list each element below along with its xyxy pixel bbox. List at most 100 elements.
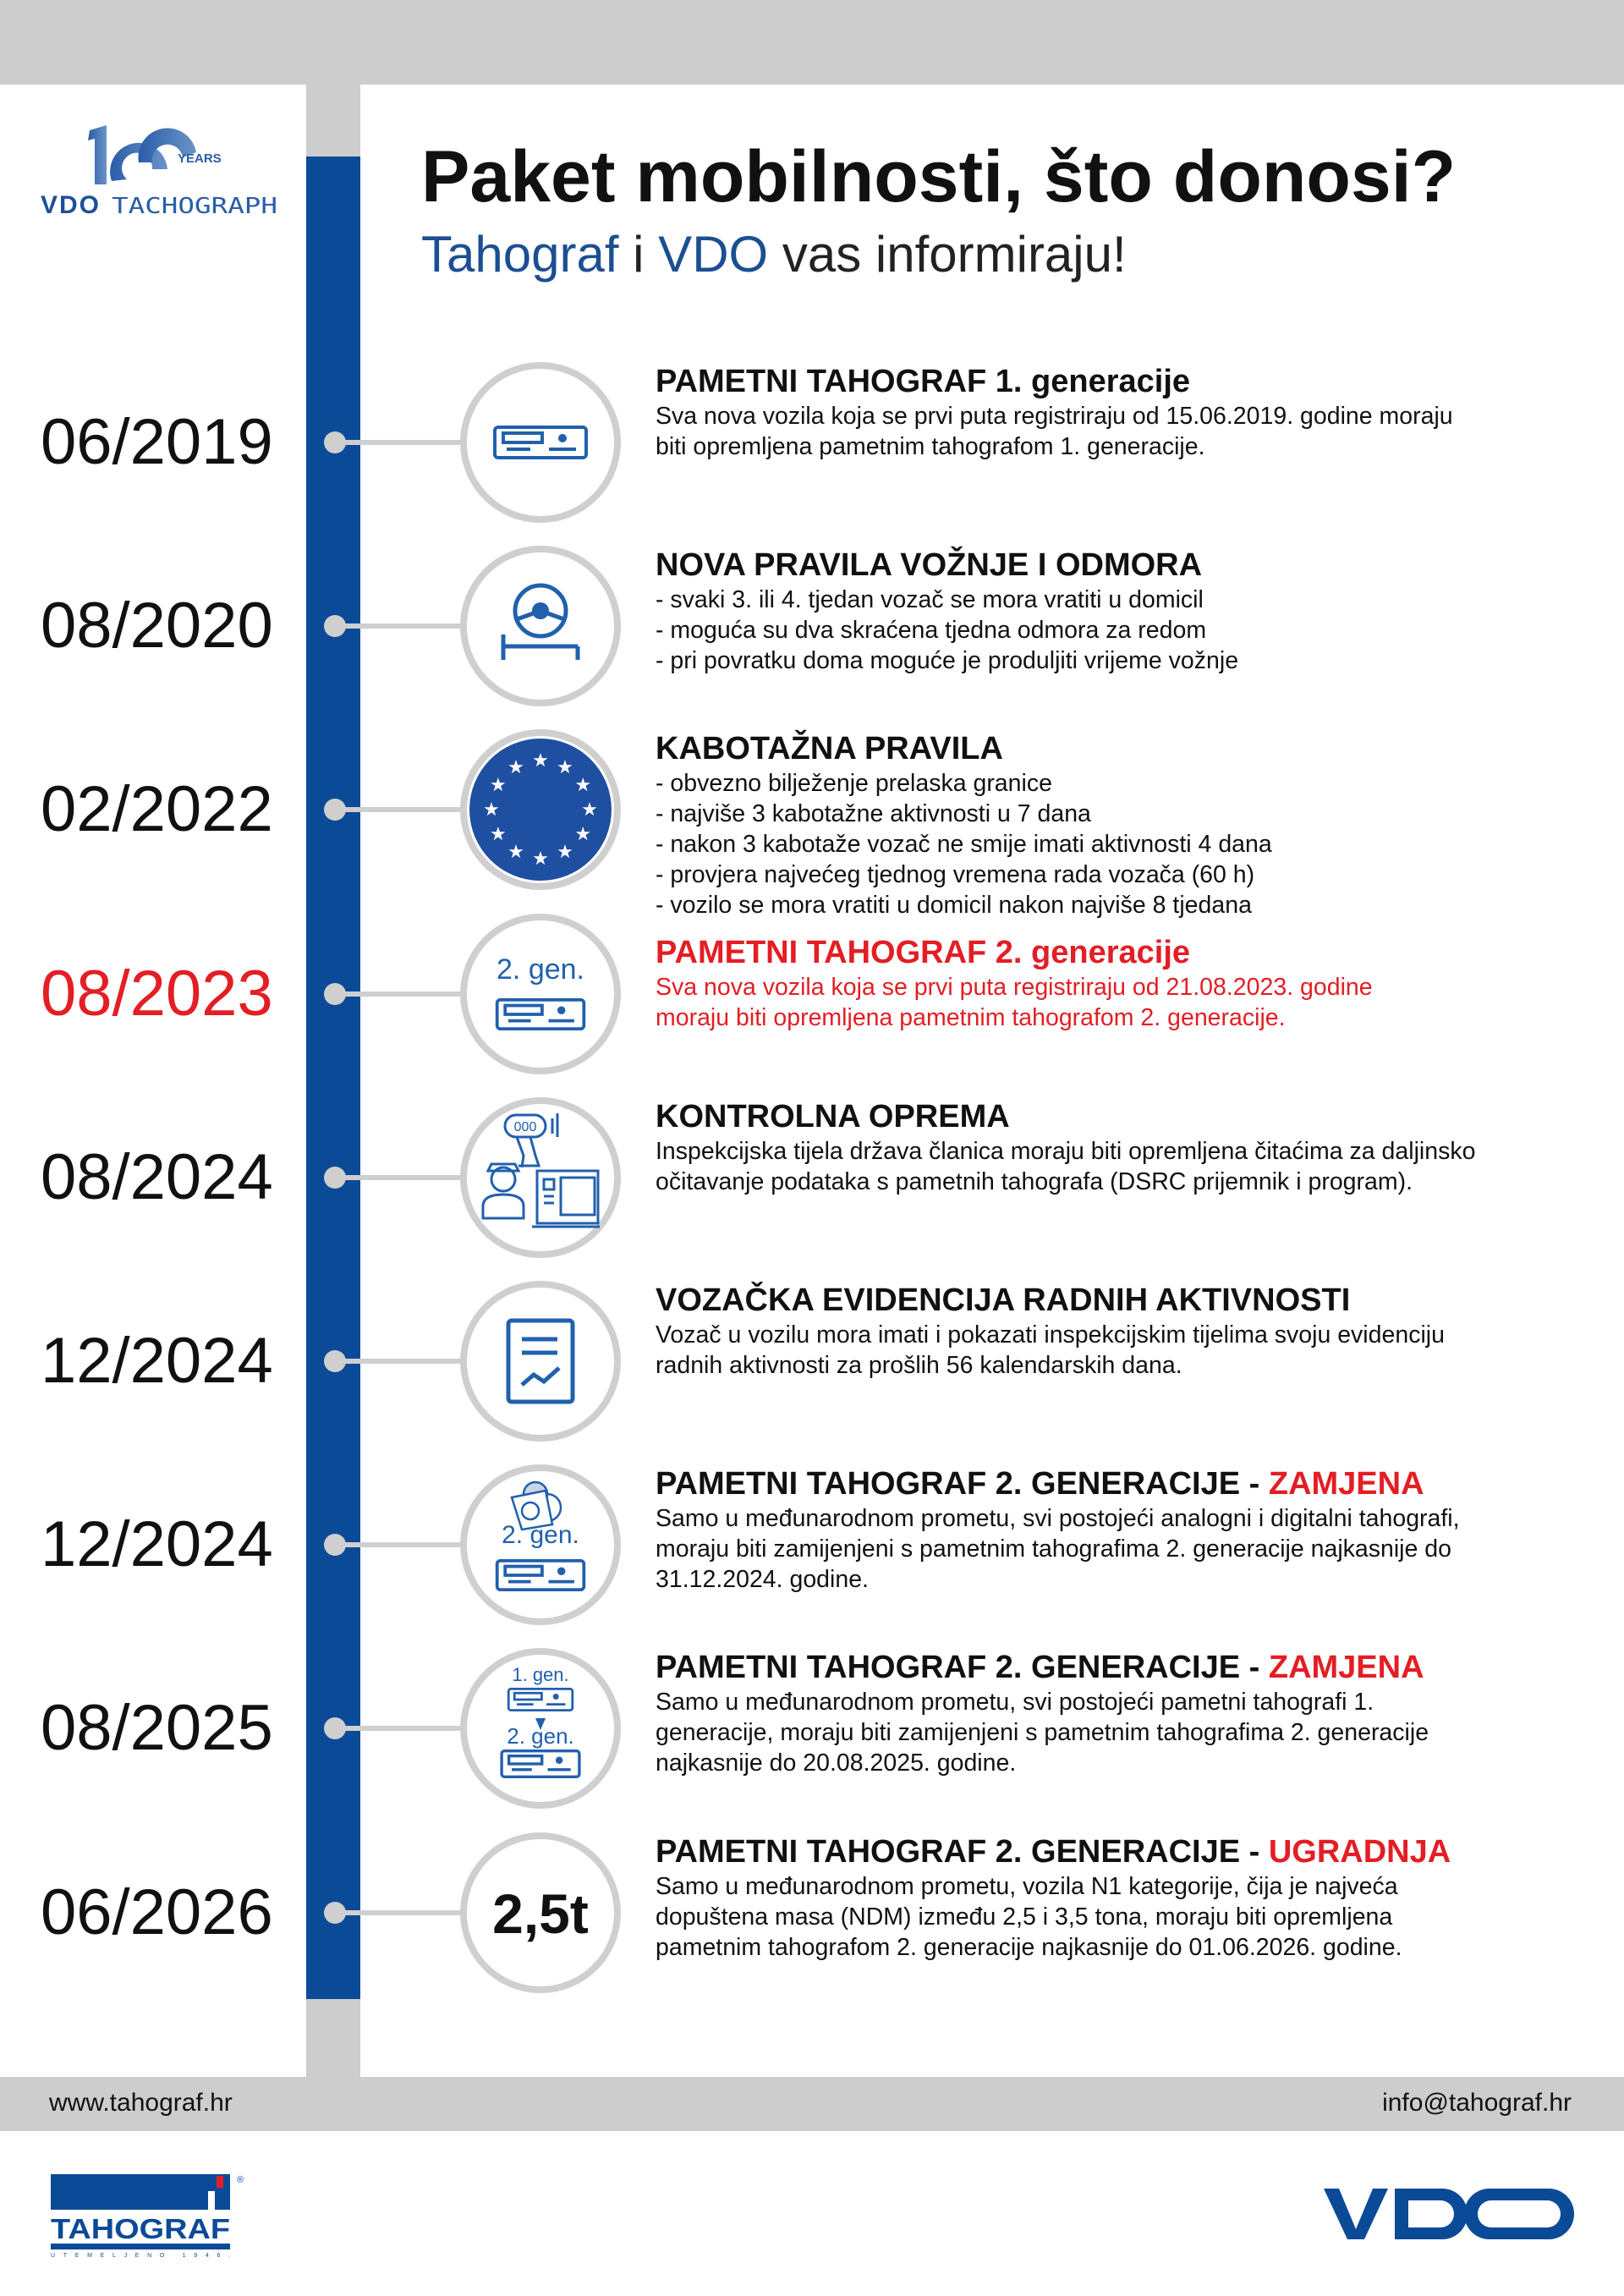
description-line: radnih aktivnosti za prošlih 56 kalendar… bbox=[656, 1352, 1182, 1379]
heading-text: VOZAČKA EVIDENCIJA RADNIH AKTIVNOSTI bbox=[656, 1283, 1351, 1318]
description-line: Samo u međunarodnom prometu, svi postoje… bbox=[656, 1505, 1460, 1533]
svg-text:®: ® bbox=[237, 2175, 244, 2185]
heading-text: KONTROLNA OPREMA bbox=[656, 1098, 1010, 1134]
description-line: Sva nova vozila koja se prvi puta regist… bbox=[656, 403, 1453, 430]
svg-text:2. gen.: 2. gen. bbox=[507, 1723, 574, 1749]
svg-text:★: ★ bbox=[574, 824, 591, 845]
timeline-date: 02/2022 bbox=[41, 773, 273, 846]
connector-line bbox=[335, 1174, 464, 1180]
timeline-text: VOZAČKA EVIDENCIJA RADNIH AKTIVNOSTI Voz… bbox=[656, 1281, 1611, 1381]
timeline-description: Inspekcijska tijela država članica moraj… bbox=[656, 1136, 1611, 1197]
timeline-date: 12/2024 bbox=[41, 1508, 273, 1581]
heading-suffix: ZAMJENA bbox=[1268, 1650, 1424, 1686]
top-band bbox=[0, 0, 1624, 85]
timeline-heading: KONTROLNA OPREMA bbox=[656, 1097, 1611, 1136]
timeline-heading: PAMETNI TAHOGRAF 2. GENERACIJE - ZAMJENA bbox=[656, 1648, 1611, 1687]
timeline-dot bbox=[324, 1534, 346, 1557]
timeline-text: PAMETNI TAHOGRAF 1. generacije Sva nova … bbox=[656, 362, 1611, 462]
description-line: - pri povratku doma moguće je produljiti… bbox=[656, 647, 1239, 675]
connector-line bbox=[335, 1726, 464, 1732]
description-line: Vozač u vozilu mora imati i pokazati ins… bbox=[656, 1321, 1445, 1348]
svg-text:UTEMELJENO 1946.: UTEMELJENO 1946. bbox=[51, 2253, 230, 2257]
svg-text:★: ★ bbox=[508, 757, 524, 778]
page-subtitle: Tahograf i VDO vas informiraju! bbox=[421, 225, 1127, 283]
svg-text:★: ★ bbox=[532, 849, 549, 870]
subtitle-tahograf: Tahograf bbox=[421, 226, 619, 283]
heading-suffix: ZAMJENA bbox=[1268, 1466, 1424, 1502]
tachograph-2gen-icon: 2. gen. bbox=[459, 913, 622, 1075]
description-line: - moguća su dva skraćena tjedna odmora z… bbox=[656, 617, 1207, 645]
description-line: generacije, moraju biti zamijenjeni s pa… bbox=[656, 1719, 1429, 1747]
control-equipment-icon: 000 bbox=[459, 1096, 622, 1259]
svg-text:★: ★ bbox=[490, 775, 507, 796]
timeline-text: PAMETNI TAHOGRAF 2. GENERACIJE - ZAMJENA… bbox=[656, 1464, 1611, 1595]
svg-text:★: ★ bbox=[574, 775, 591, 796]
svg-text:VDO: VDO bbox=[41, 191, 101, 219]
description-line: dopuštena masa (NDM) između 2,5 i 3,5 to… bbox=[656, 1903, 1393, 1931]
timeline-heading: NOVA PRAVILA VOŽNJE I ODMORA bbox=[656, 546, 1611, 585]
svg-text:★: ★ bbox=[557, 757, 573, 778]
heading-text: KABOTAŽNA PRAVILA bbox=[656, 731, 1003, 767]
connector-line bbox=[335, 807, 464, 813]
description-line: - najviše 3 kabotažne aktivnosti u 7 dan… bbox=[656, 800, 1091, 828]
svg-text:2,5t: 2,5t bbox=[492, 1882, 589, 1945]
description-line: očitavanje podataka s pametnih tahografa… bbox=[656, 1167, 1413, 1195]
timeline-description: Samo u međunarodnom prometu, svi postoje… bbox=[656, 1503, 1611, 1595]
timeline-dot bbox=[324, 431, 346, 453]
connector-line bbox=[335, 1909, 464, 1915]
tahograf-logo: ® TAHOGRAF UTEMELJENO 1946. bbox=[51, 2172, 254, 2259]
timeline-heading: PAMETNI TAHOGRAF 2. GENERACIJE - ZAMJENA bbox=[656, 1464, 1611, 1503]
timeline-description: Samo u međunarodnom prometu, vozila N1 k… bbox=[656, 1871, 1611, 1963]
steering-wheel-bed-icon bbox=[459, 545, 622, 707]
vdo-logo bbox=[1324, 2187, 1577, 2241]
timeline-description: - svaki 3. ili 4. tjedan vozač se mora v… bbox=[656, 585, 1611, 676]
svg-text:★: ★ bbox=[490, 824, 507, 845]
timeline-dot bbox=[324, 1901, 346, 1924]
svg-text:TACHOGRAPH: TACHOGRAPH bbox=[112, 194, 277, 219]
timeline-heading: PAMETNI TAHOGRAF 2. GENERACIJE - UGRADNJ… bbox=[656, 1832, 1611, 1871]
description-line: Samo u međunarodnom prometu, svi postoje… bbox=[656, 1689, 1374, 1717]
analog-to-2gen-icon: 2. gen. bbox=[459, 1464, 622, 1626]
description-line: 31.12.2024. godine. bbox=[656, 1566, 869, 1594]
heading-text: PAMETNI TAHOGRAF 2. GENERACIJE - bbox=[656, 1833, 1269, 1870]
connector-line bbox=[335, 623, 464, 629]
svg-text:000: 000 bbox=[514, 1120, 537, 1134]
svg-text:★: ★ bbox=[581, 799, 598, 821]
website-link[interactable]: www.tahograf.hr bbox=[49, 2089, 233, 2117]
svg-text:★: ★ bbox=[532, 750, 549, 772]
timeline-heading: KABOTAŽNA PRAVILA bbox=[656, 729, 1611, 768]
heading-text: PAMETNI TAHOGRAF 1. generacije bbox=[656, 364, 1191, 399]
description-line: Inspekcijska tijela država članica moraj… bbox=[656, 1137, 1476, 1165]
timeline-date: 08/2020 bbox=[41, 590, 273, 662]
document-chart-icon bbox=[459, 1280, 622, 1442]
eu-flag-icon: ★ ★ ★ ★ ★ ★ ★ ★ ★ ★ ★ ★ bbox=[459, 728, 622, 891]
timeline-description: Sva nova vozila koja se prvi puta regist… bbox=[656, 401, 1611, 462]
timeline-description: Samo u međunarodnom prometu, svi postoje… bbox=[656, 1687, 1611, 1778]
timeline-date: 08/2025 bbox=[41, 1692, 273, 1765]
timeline-text: PAMETNI TAHOGRAF 2. generacije Sva nova … bbox=[656, 933, 1611, 1033]
svg-text:2. gen.: 2. gen. bbox=[502, 1521, 579, 1549]
svg-text:TAHOGRAF: TAHOGRAF bbox=[51, 2213, 230, 2244]
svg-text:2. gen.: 2. gen. bbox=[497, 953, 584, 986]
email-link[interactable]: info@tahograf.hr bbox=[1382, 2089, 1572, 2117]
svg-text:★: ★ bbox=[483, 799, 500, 821]
timeline-description: - obvezno bilježenje prelaska granice - n… bbox=[656, 768, 1611, 920]
timeline-dot bbox=[324, 1717, 346, 1740]
heading-text: PAMETNI TAHOGRAF 2. generacije bbox=[656, 934, 1191, 970]
tachograph-icon bbox=[459, 361, 622, 524]
timeline-date: 06/2026 bbox=[41, 1876, 273, 1948]
timeline-dot bbox=[324, 982, 346, 1005]
weight-2-5t-icon: 2,5t bbox=[459, 1832, 622, 1994]
description-line: Samo u međunarodnom prometu, vozila N1 k… bbox=[656, 1872, 1398, 1900]
description-line: moraju biti opremljena pametnim tahograf… bbox=[656, 1003, 1286, 1031]
connector-line bbox=[335, 991, 464, 997]
timeline-heading: PAMETNI TAHOGRAF 2. generacije bbox=[656, 933, 1611, 972]
timeline-text: KONTROLNA OPREMA Inspekcijska tijela drž… bbox=[656, 1097, 1611, 1197]
timeline-dot bbox=[324, 799, 346, 821]
timeline-heading: PAMETNI TAHOGRAF 1. generacije bbox=[656, 362, 1611, 401]
timeline-text: NOVA PRAVILA VOŽNJE I ODMORA - svaki 3. … bbox=[656, 546, 1611, 676]
description-line: pametnim tahografom 2. generacije najkas… bbox=[656, 1933, 1402, 1961]
timeline-text: PAMETNI TAHOGRAF 2. GENERACIJE - UGRADNJ… bbox=[656, 1832, 1611, 1963]
timeline-text: PAMETNI TAHOGRAF 2. GENERACIJE - ZAMJENA… bbox=[656, 1648, 1611, 1778]
subtitle-and: i bbox=[618, 226, 659, 283]
